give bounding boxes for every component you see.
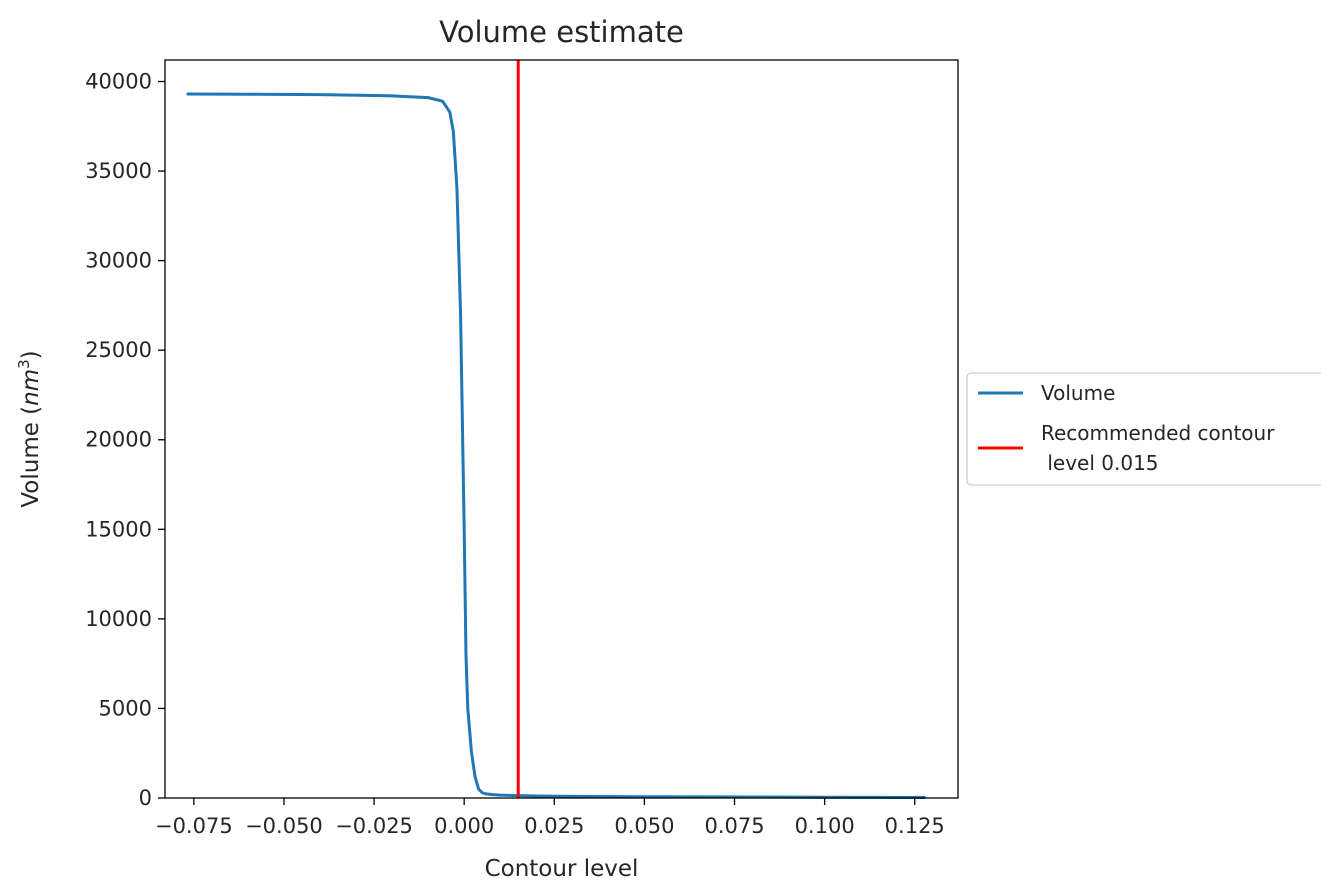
series-line-volume <box>187 94 926 797</box>
legend-label-volume: Volume <box>1041 381 1115 405</box>
x-tick-label: −0.050 <box>245 814 323 838</box>
x-tick-label: 0.125 <box>885 814 945 838</box>
y-tick-label: 35000 <box>85 159 152 183</box>
y-tick-label: 15000 <box>85 517 152 541</box>
x-tick-label: 0.100 <box>795 814 855 838</box>
y-tick-label: 20000 <box>85 428 152 452</box>
y-tick-label: 25000 <box>85 338 152 362</box>
y-tick-label: 40000 <box>85 69 152 93</box>
x-tick-label: −0.075 <box>155 814 233 838</box>
y-tick-label: 30000 <box>85 249 152 273</box>
x-tick-label: 0.075 <box>704 814 764 838</box>
y-tick-label: 0 <box>139 786 152 810</box>
x-axis: −0.075 −0.050 −0.025 0.000 0.025 0.050 0.075 0.… <box>155 798 945 838</box>
x-axis-label: Contour level <box>485 856 639 880</box>
y-tick-label: 10000 <box>85 607 152 631</box>
chart-title: Volume estimate <box>439 15 684 49</box>
plot-frame <box>165 60 958 798</box>
x-tick-label: 0.025 <box>524 814 584 838</box>
x-tick-label: 0.050 <box>614 814 674 838</box>
x-tick-label: −0.025 <box>335 814 413 838</box>
y-tick-label: 5000 <box>99 696 152 720</box>
y-axis-label: Volume (nm3) <box>15 350 44 507</box>
y-axis: 0 5000 10000 15000 20000 25000 30000 35000 40000 <box>85 69 165 810</box>
x-tick-label: 0.000 <box>434 814 494 838</box>
plot-area <box>165 60 958 798</box>
